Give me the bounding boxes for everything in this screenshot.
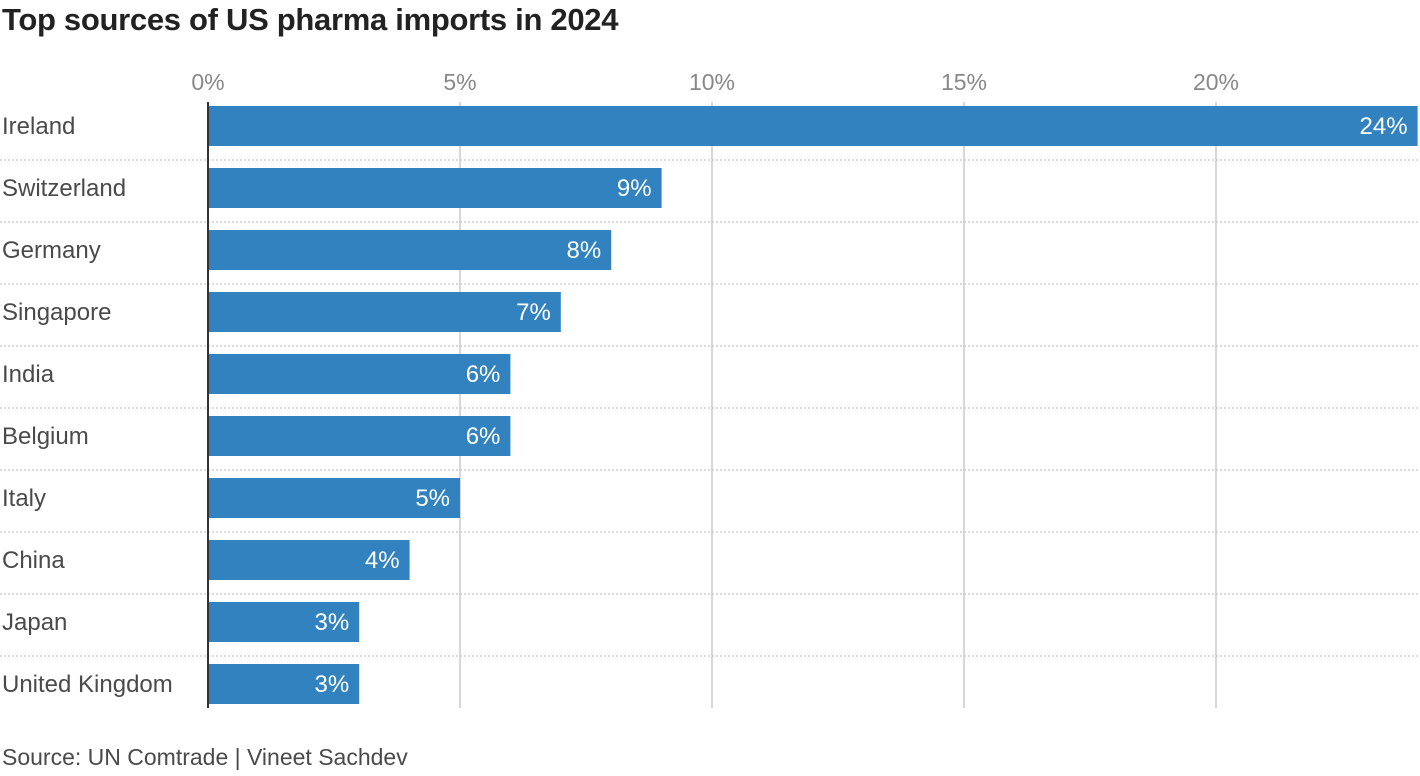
- x-tick-label: 5%: [443, 69, 476, 95]
- value-label: 6%: [466, 361, 501, 388]
- row-separators: [0, 159, 1420, 657]
- category-label: China: [2, 547, 65, 574]
- value-label: 6%: [466, 423, 501, 450]
- value-label: 4%: [365, 547, 400, 574]
- source-note: Source: UN Comtrade | Vineet Sachdev: [2, 744, 408, 770]
- value-label: 8%: [567, 237, 602, 264]
- bar: [208, 664, 360, 704]
- category-label: India: [2, 361, 55, 388]
- bar: [208, 416, 511, 456]
- chart-title: Top sources of US pharma imports in 2024: [2, 2, 619, 37]
- bar: [208, 354, 511, 394]
- x-tick-label: 15%: [941, 69, 987, 95]
- category-label: United Kingdom: [2, 671, 173, 698]
- value-label: 5%: [415, 485, 450, 512]
- bar: [208, 230, 612, 270]
- category-label: Singapore: [2, 299, 111, 326]
- category-labels: Ireland Switzerland Germany Singapore India B…: [2, 113, 173, 698]
- bar: [208, 540, 410, 580]
- category-label: Belgium: [2, 423, 89, 450]
- bar-chart: 0% 5% 10% 15% 20% Ireland Switzerland Germany S…: [0, 69, 1420, 708]
- x-axis-ticks: 0% 5% 10% 15% 20%: [191, 69, 1239, 95]
- value-label: 3%: [315, 609, 350, 636]
- category-label: Japan: [2, 609, 67, 636]
- value-label: 7%: [516, 299, 551, 326]
- value-label: 9%: [617, 175, 652, 202]
- bar: [208, 292, 561, 332]
- x-tick-label: 0%: [191, 69, 224, 95]
- value-label: 24%: [1360, 113, 1408, 140]
- bar: [208, 168, 662, 208]
- x-tick-label: 10%: [689, 69, 735, 95]
- category-label: Ireland: [2, 113, 75, 140]
- bars: [208, 106, 1418, 704]
- category-label: Switzerland: [2, 175, 126, 202]
- bar: [208, 478, 460, 518]
- grid-lines: [459, 102, 1217, 708]
- category-label: Italy: [2, 485, 46, 512]
- value-label: 3%: [315, 671, 350, 698]
- bar: [208, 106, 1418, 146]
- x-tick-label: 20%: [1193, 69, 1239, 95]
- bar: [208, 602, 360, 642]
- value-labels: 24% 9% 8% 7% 6% 6% 5% 4% 3% 3%: [315, 113, 1408, 698]
- category-label: Germany: [2, 237, 101, 264]
